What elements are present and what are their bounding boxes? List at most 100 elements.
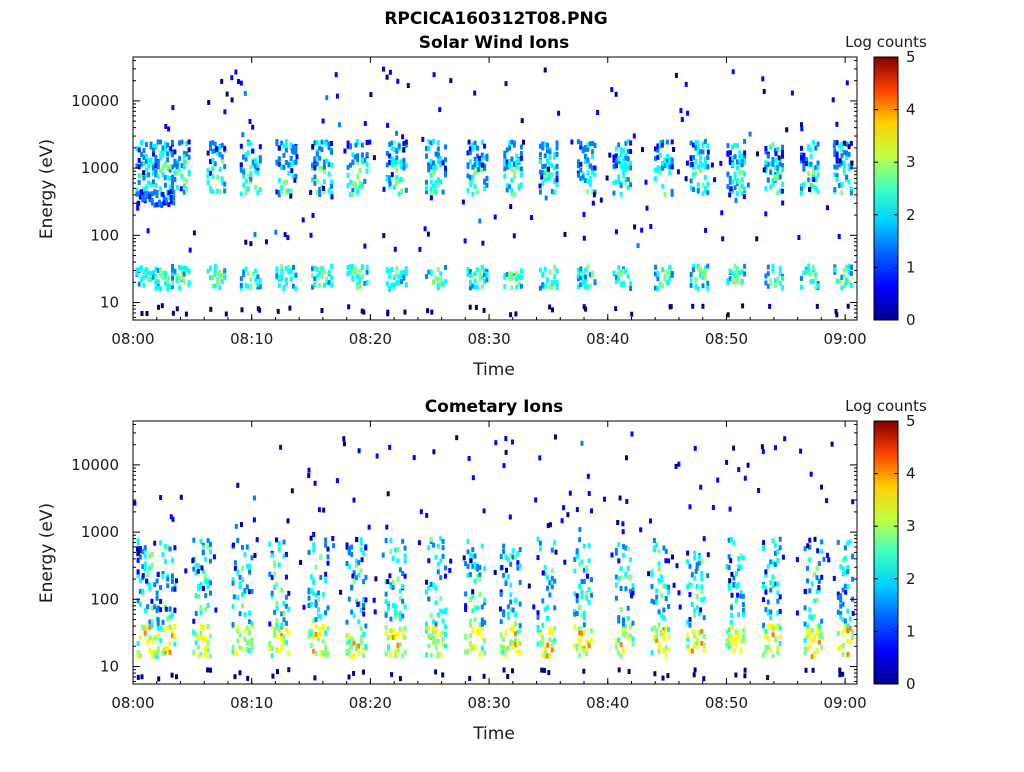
heatmap-cell [776,558,780,563]
heatmap-cell [766,153,770,159]
colorbar-tick-label: 4 [906,101,916,119]
heatmap-cell [294,173,298,179]
heatmap-cell [246,284,250,290]
heatmap-cell [664,558,668,564]
heatmap-cell [389,628,393,634]
heatmap-cell [656,143,660,149]
heatmap-cell [847,144,851,150]
heatmap-cell [661,675,665,681]
heatmap-cell [560,518,564,524]
heatmap-cell [511,627,515,633]
heatmap-cell [766,623,770,629]
heatmap-cell [725,459,729,465]
heatmap-cell [732,540,736,546]
heatmap-cell [730,625,733,631]
heatmap-cell [404,266,408,272]
heatmap-cell [740,169,744,175]
heatmap-cell [154,155,158,160]
heatmap-cell [432,170,436,175]
heatmap-cell [629,165,633,171]
heatmap-cell [515,153,519,159]
heatmap-cell [319,630,323,636]
heatmap-cell [182,176,186,182]
heatmap-cell [171,181,174,187]
heatmap-cell [163,558,167,564]
heatmap-cell [579,144,583,150]
heatmap-cell [731,270,735,276]
heatmap-cell [483,650,487,656]
heatmap-cell [807,263,811,269]
heatmap-cell [842,160,846,166]
heatmap-cell [480,645,484,651]
heatmap-cell [345,561,349,566]
heatmap-cell [844,589,848,595]
heatmap-cell [403,553,407,559]
heatmap-cell [626,177,630,182]
heatmap-cell [690,628,694,634]
heatmap-cell [575,507,579,513]
heatmap-cell [816,165,820,171]
heatmap-cell [835,177,839,182]
heatmap-cell [831,97,835,103]
heatmap-cell [354,563,358,569]
heatmap-cell [159,267,163,273]
heatmap-cell [733,171,737,177]
heatmap-cell [209,558,212,564]
heatmap-cell [738,185,742,191]
heatmap-cell [743,154,747,160]
heatmap-cell [617,618,621,624]
heatmap-cell [746,182,750,188]
heatmap-cell [473,156,477,162]
heatmap-cell [588,141,592,147]
heatmap-cell [841,617,845,623]
heatmap-cell [555,145,559,151]
heatmap-cell [584,306,588,312]
heatmap-cell [664,596,668,601]
heatmap-cell [773,283,777,289]
heatmap-cell [282,600,286,606]
heatmap-cell [188,247,192,253]
heatmap-cell [505,147,509,153]
heatmap-cell [178,264,182,270]
heatmap-cell [143,545,147,551]
heatmap-cell [322,507,326,513]
heatmap-cell [201,568,205,574]
heatmap-cell [693,555,697,561]
heatmap-cell [684,176,688,182]
heatmap-cell [481,240,485,246]
heatmap-cell [764,569,768,575]
heatmap-cell [292,160,295,166]
heatmap-cell [776,165,780,171]
heatmap-cell [508,184,512,190]
heatmap-cell [425,274,428,280]
heatmap-cell [614,550,618,556]
heatmap-cell [388,444,392,450]
heatmap-cell [242,169,246,175]
heatmap-cell [741,303,745,309]
heatmap-cell [402,157,406,163]
heatmap-cell [270,646,274,652]
heatmap-cell [289,190,293,196]
heatmap-cell [154,279,158,285]
heatmap-cell [835,164,839,170]
heatmap-cell [689,277,693,283]
heatmap-cell [771,267,775,273]
heatmap-cell [629,286,633,291]
heatmap-cell [699,160,703,166]
heatmap-cell [668,156,672,162]
heatmap-cell [588,182,592,188]
heatmap-cell [251,124,255,130]
heatmap-cell [618,495,622,501]
heatmap-cell [508,159,512,164]
heatmap-cell [815,649,819,654]
heatmap-cell [242,173,246,179]
heatmap-cell [220,154,224,160]
heatmap-cell [364,643,368,649]
heatmap-cell [735,143,739,149]
heatmap-cell [587,558,591,564]
heatmap-cell [175,185,179,191]
heatmap-cell [294,286,298,292]
heatmap-cell [143,608,147,614]
heatmap-cell [171,557,174,563]
heatmap-cell [555,182,559,188]
